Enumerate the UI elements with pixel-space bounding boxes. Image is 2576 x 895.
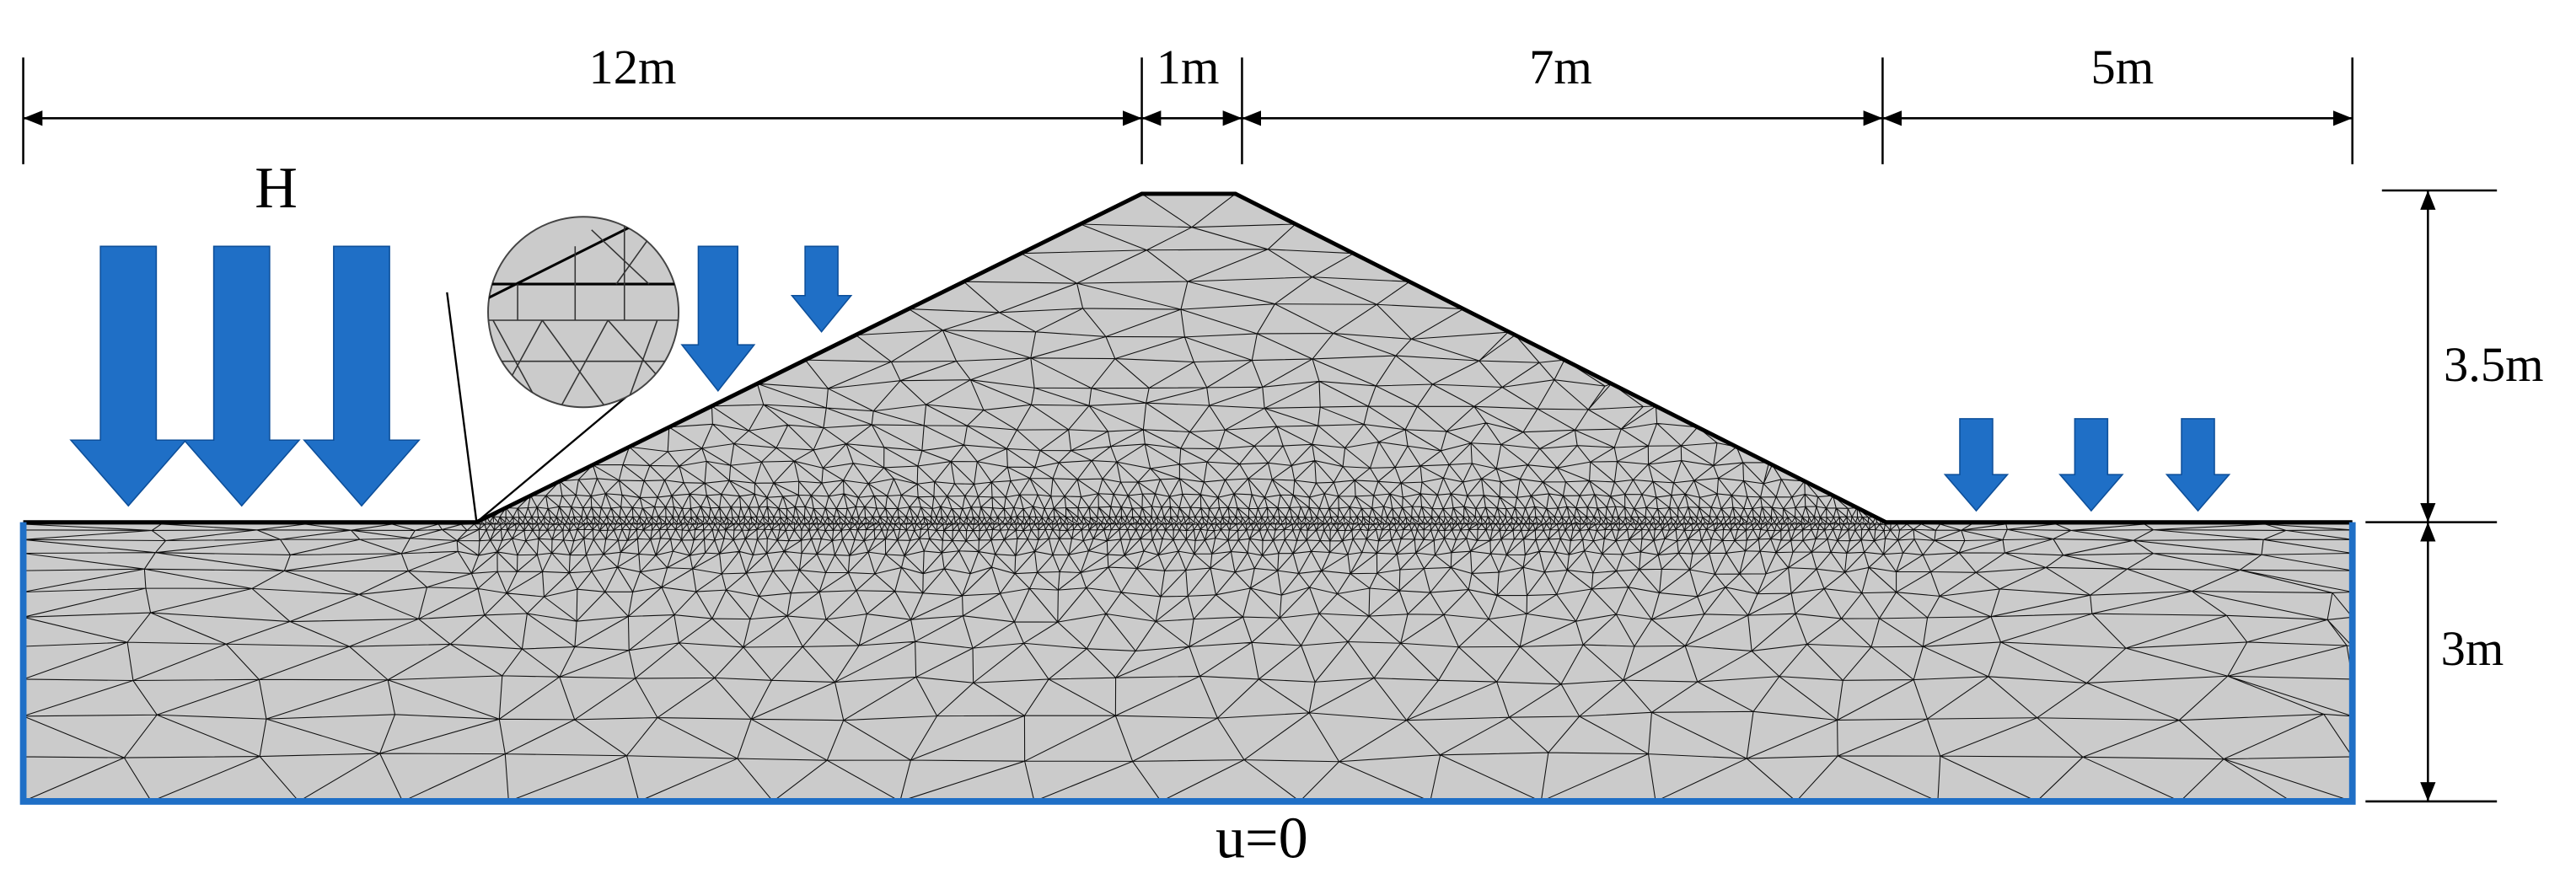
- top-dimension: 12m 1m 7m 5m: [22, 40, 2353, 164]
- load-arrows: [69, 245, 2231, 512]
- load-arrow: [2058, 418, 2124, 512]
- inset: [446, 216, 680, 523]
- load-arrow: [680, 245, 756, 393]
- foundation: [23, 522, 2353, 801]
- dim-label: 5m: [2091, 40, 2155, 94]
- load-arrow: [303, 245, 421, 507]
- dim-label: 12m: [589, 40, 677, 94]
- boundary-label: u=0: [1216, 806, 1308, 871]
- load-label: H: [255, 155, 298, 221]
- mesh-lines: [23, 193, 2353, 802]
- dim-label: 7m: [1529, 40, 1592, 94]
- load-arrow: [2165, 418, 2231, 512]
- mesh: [23, 193, 2353, 802]
- load-arrow: [1943, 418, 2010, 512]
- load-arrow: [182, 245, 301, 507]
- fixed-boundary: [19, 522, 2356, 805]
- load-arrow: [69, 245, 188, 507]
- load-arrow: [790, 245, 853, 333]
- surface-outline: [23, 191, 2353, 525]
- dim-label: 3m: [2441, 621, 2504, 676]
- dam-body: [476, 193, 1886, 523]
- dim-label: 3.5m: [2444, 337, 2544, 392]
- dim-label: 1m: [1157, 40, 1220, 94]
- right-dimension: 3.5m 3m: [2365, 189, 2544, 803]
